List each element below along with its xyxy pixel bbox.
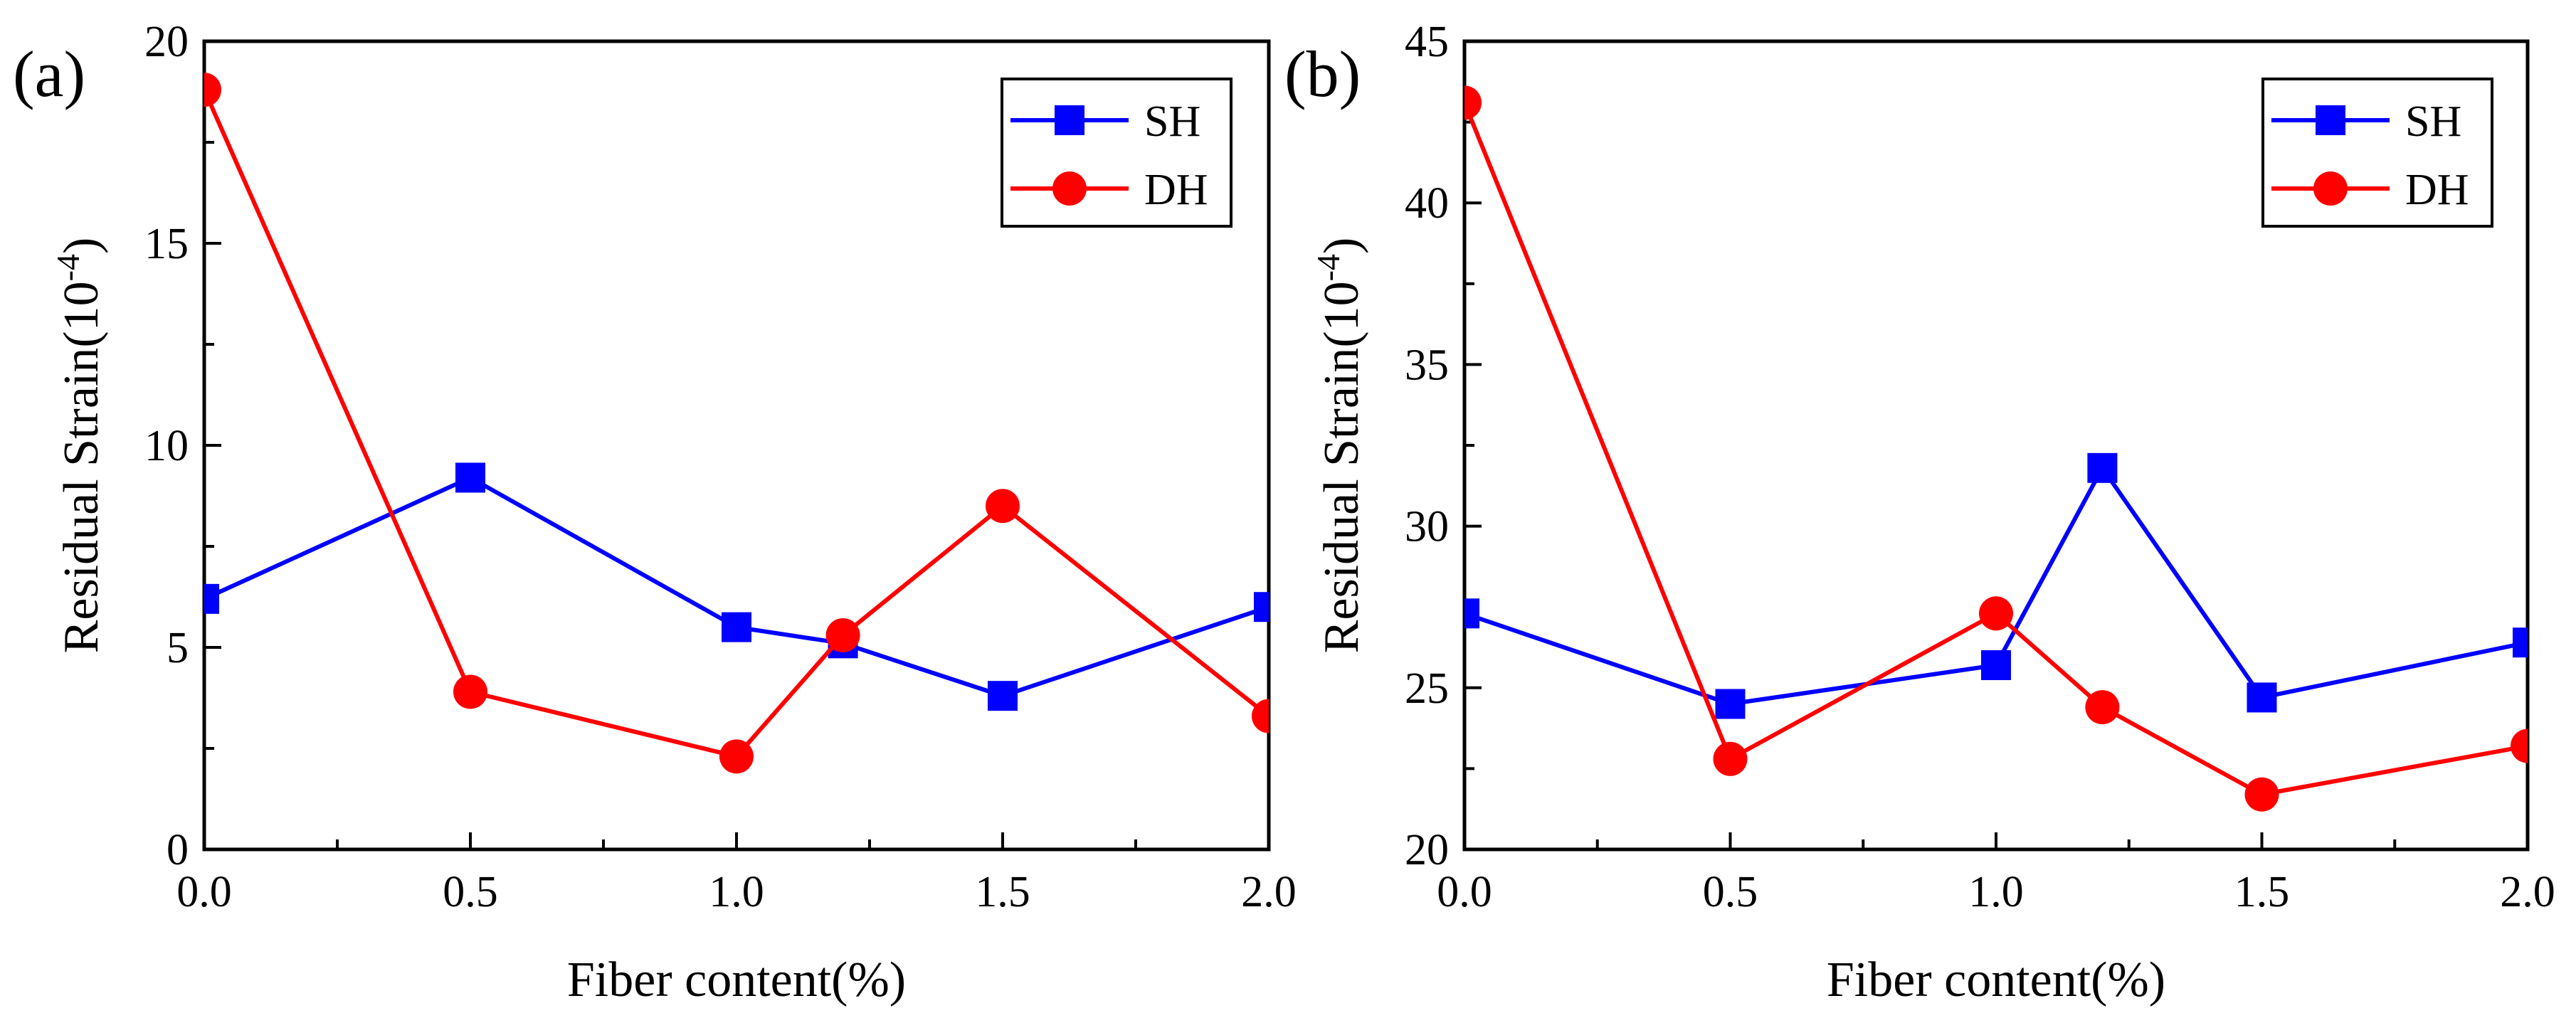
data-point-dh	[719, 739, 754, 774]
chart-panel-1: 0.0 0.5 1.0 1.5 2.0 0 5 10 15 20 Fiber content(%) R…	[13, 18, 1297, 1007]
y-tick-label: 25	[1405, 664, 1449, 713]
y-axis-title: Residual Strain(10-4)	[50, 238, 109, 654]
data-point-sh	[1715, 689, 1746, 719]
data-point-dh	[1464, 85, 1482, 120]
y-axis-title-close: )	[54, 238, 109, 254]
y-tick-label: 15	[144, 220, 189, 268]
panel-label: (a)	[13, 38, 85, 110]
data-point-dh	[2244, 777, 2279, 812]
data-point-dh	[825, 617, 860, 652]
legend-label-dh: DH	[2405, 166, 2469, 214]
series-line-dh	[1464, 102, 2528, 797]
y-tick-label: 40	[1405, 179, 1449, 228]
x-tick-label: 1.5	[975, 868, 1030, 916]
data-point-sh	[2513, 627, 2528, 658]
chart-panel-2: 0.0 0.5 1.0 1.5 2.0 20 25 30 35 40 45 Fiber content…	[1284, 18, 2555, 1007]
y-tick-label: 20	[1405, 826, 1449, 874]
x-tick-label: 0.5	[443, 868, 498, 916]
panel-label: (b)	[1284, 38, 1361, 110]
data-point-sh	[2247, 682, 2277, 713]
legend-label-dh: DH	[1144, 166, 1208, 214]
legend-marker-dh	[2313, 171, 2348, 206]
data-point-sh	[2087, 452, 2118, 483]
x-tick-label: 1.5	[2234, 868, 2290, 916]
series-line-sh	[1464, 465, 2528, 706]
data-point-sh	[722, 612, 751, 642]
y-tick-label: 0	[167, 826, 189, 874]
legend: SH DH	[2261, 78, 2493, 228]
data-point-dh	[453, 674, 487, 709]
data-point-sh	[988, 681, 1018, 711]
x-tick-label: 2.0	[1241, 868, 1297, 916]
data-point-sh	[1464, 598, 1479, 629]
x-tick-label: 0.0	[1437, 868, 1492, 916]
x-tick-label: 0.0	[176, 868, 232, 916]
legend-label-sh: SH	[2405, 97, 2461, 146]
x-tick-label: 1.0	[709, 868, 764, 916]
x-tick-label: 1.0	[1968, 868, 2024, 916]
y-axis-title-main: Residual Strain(10	[1314, 281, 1369, 653]
data-point-sh	[1981, 650, 2011, 680]
x-axis-title: Fiber content(%)	[567, 953, 906, 1007]
series-layer	[204, 73, 1269, 774]
legend-label-sh: SH	[1144, 97, 1200, 146]
data-point-dh	[204, 73, 221, 107]
data-point-dh	[1252, 699, 1269, 733]
data-point-dh	[1979, 596, 2013, 631]
data-point-sh	[455, 462, 485, 493]
x-tick-label: 2.0	[2500, 868, 2555, 916]
legend-marker-dh	[1052, 171, 1087, 206]
y-tick-label: 10	[144, 422, 189, 470]
y-tick-label: 5	[167, 624, 189, 672]
y-tick-label: 20	[144, 18, 189, 66]
x-axis-title: Fiber content(%)	[1827, 953, 2165, 1007]
legend-marker-sh	[1055, 105, 1084, 135]
series-line-sh	[204, 475, 1269, 699]
data-point-dh	[1713, 741, 1748, 776]
y-axis-title: Residual Strain(10-4)	[1310, 238, 1369, 654]
y-tick-label: 35	[1405, 341, 1449, 389]
y-axis-title-main: Residual Strain(10	[54, 281, 109, 653]
series-line-dh	[204, 88, 1269, 759]
data-point-sh	[204, 583, 219, 614]
series-layer	[1464, 85, 2528, 812]
y-tick-label: 30	[1405, 503, 1449, 551]
data-point-dh	[2085, 690, 2120, 725]
legend-marker-sh	[2316, 105, 2345, 135]
legend-box	[2261, 78, 2493, 228]
data-point-sh	[1254, 592, 1269, 622]
y-axis-title-close: )	[1314, 238, 1369, 254]
legend: SH DH	[1001, 78, 1232, 228]
x-tick-label: 0.5	[1703, 868, 1758, 916]
y-axis-title-exponent: -4	[50, 254, 86, 281]
legend-box	[1001, 78, 1232, 228]
y-tick-label: 45	[1405, 18, 1449, 66]
data-point-dh	[986, 489, 1020, 524]
data-point-dh	[2511, 728, 2528, 763]
y-axis-title-exponent: -4	[1310, 254, 1346, 281]
